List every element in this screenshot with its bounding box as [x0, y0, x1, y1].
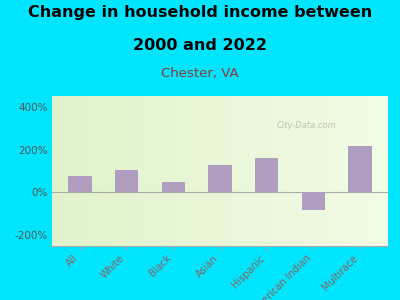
Bar: [68, 176, 92, 192]
Bar: [255, 158, 278, 192]
Bar: [115, 170, 138, 192]
Text: 2000 and 2022: 2000 and 2022: [133, 38, 267, 52]
Bar: [348, 146, 372, 192]
Text: Chester, VA: Chester, VA: [161, 68, 239, 80]
Text: City-Data.com: City-Data.com: [277, 122, 337, 130]
Text: Change in household income between: Change in household income between: [28, 4, 372, 20]
Bar: [162, 182, 185, 192]
Bar: [208, 165, 232, 192]
Bar: [302, 192, 325, 210]
